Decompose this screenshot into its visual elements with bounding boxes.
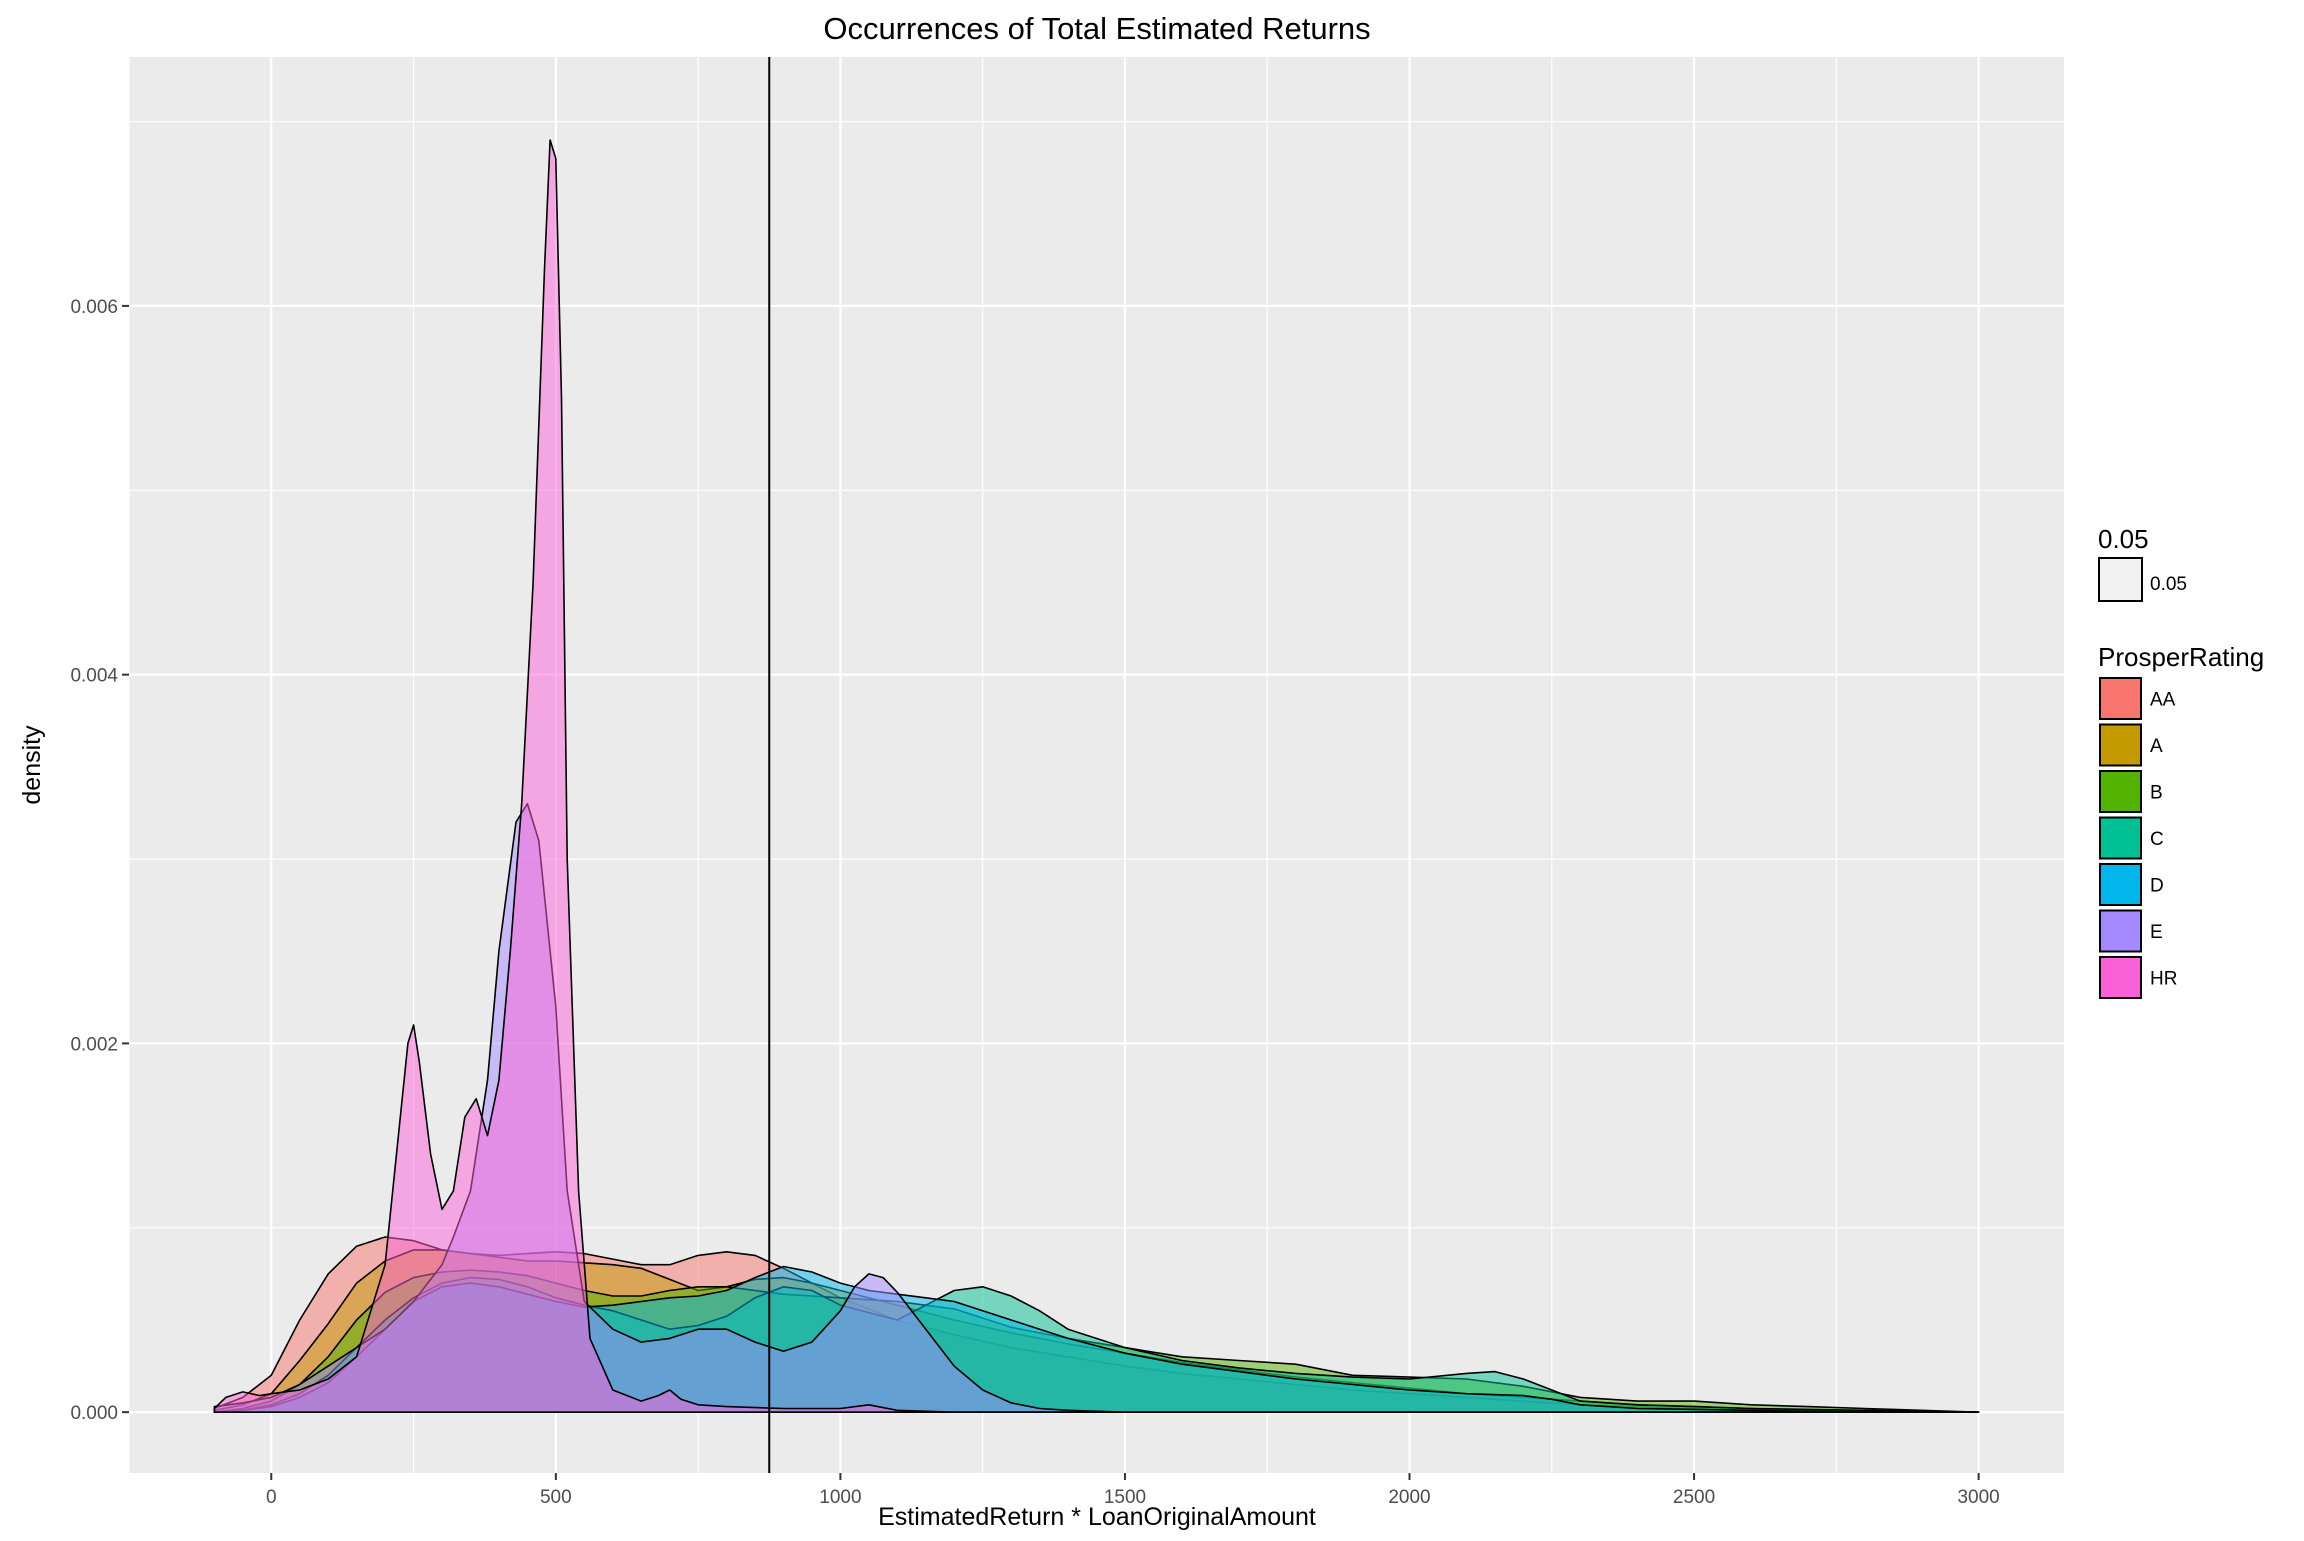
x-tick-label: 3000 <box>1957 1487 1999 1508</box>
density-area-hr <box>213 139 1980 1413</box>
y-axis: 0.000 0.002 0.004 0.006 <box>70 297 129 1424</box>
x-tick-label: 2000 <box>1388 1487 1430 1508</box>
legend-swatch-a <box>2099 723 2142 767</box>
legend-label-a: A <box>2150 736 2163 757</box>
x-tick-label: 1000 <box>819 1487 861 1508</box>
chart-title: Occurrences of Total Estimated Returns <box>823 11 1370 46</box>
density-areas <box>213 139 1980 1413</box>
x-tick-label: 2500 <box>1673 1487 1715 1508</box>
y-tick-label: 0.004 <box>70 666 118 687</box>
legend-swatch-c <box>2099 816 2142 860</box>
alpha-legend-label: 0.05 <box>2150 574 2187 595</box>
alpha-legend: 0.05 0.05 <box>2098 524 2187 602</box>
legend-swatch-b <box>2099 770 2142 813</box>
x-axis-title: EstimatedReturn * LoanOriginalAmount <box>878 1503 1316 1531</box>
legend-label-aa: AA <box>2150 690 2176 711</box>
y-tick-label: 0.000 <box>70 1403 118 1424</box>
y-tick-label: 0.002 <box>70 1034 118 1055</box>
legend-swatch-d <box>2099 863 2142 906</box>
alpha-legend-key <box>2098 557 2143 602</box>
y-tick-label: 0.006 <box>70 297 118 318</box>
x-tick-label: 1500 <box>1104 1487 1146 1508</box>
legend-label-c: C <box>2150 829 2164 850</box>
x-axis: 0 500 1000 1500 2000 2500 3000 <box>266 1473 2000 1508</box>
alpha-legend-title: 0.05 <box>2098 524 2149 554</box>
legend-swatch-e <box>2099 909 2142 953</box>
legend-swatch-aa <box>2099 677 2142 720</box>
x-tick-label: 500 <box>540 1487 572 1508</box>
y-axis-title: density <box>18 725 46 805</box>
rating-legend-title: ProsperRating <box>2098 642 2264 672</box>
legend-label-d: D <box>2150 876 2164 897</box>
legend-swatch-hr <box>2099 956 2142 999</box>
legend-label-hr: HR <box>2150 969 2177 990</box>
x-tick-label: 0 <box>266 1487 277 1508</box>
legend-label-e: E <box>2150 922 2163 943</box>
legend-label-b: B <box>2150 783 2163 804</box>
